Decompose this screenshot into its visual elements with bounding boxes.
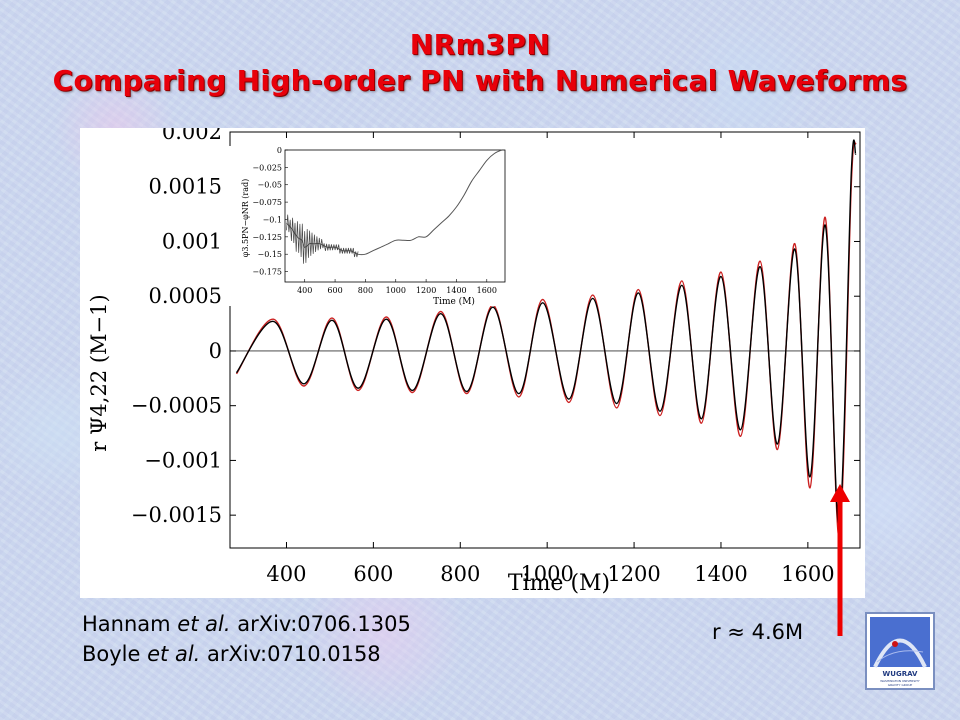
inset-y-axis-label: φ3.5PN−φNR (rad) — [241, 179, 250, 258]
inset-x-tick-label: 800 — [358, 286, 373, 295]
inset-background — [228, 146, 508, 306]
citation-ref: arXiv:0710.0158 — [207, 642, 381, 666]
y-tick-label: 0 — [209, 339, 222, 363]
inset-y-tick-label: −0.025 — [252, 163, 282, 172]
inset-plot: 0 −0.025 −0.05 −0.075 −0.1 −0.125 −0.15 −0.175 4… — [228, 146, 508, 306]
inset-x-tick-label: 600 — [327, 286, 342, 295]
y-tick-label: −0.0005 — [131, 394, 222, 418]
y-tick-label: 0.0005 — [149, 284, 222, 308]
inset-y-tick-label: −0.075 — [252, 198, 282, 207]
slide-title: NRm3PN — [409, 28, 551, 61]
main-x-axis-label: Time (M) — [508, 571, 610, 596]
numerical-waveform-line — [235, 139, 857, 527]
main-plot: −0.0015 −0.001 −0.0005 0 0.0005 0.001 0.0015 0.… — [131, 128, 861, 586]
x-tick-label: 1600 — [781, 562, 834, 586]
phase-difference-line — [286, 149, 503, 256]
wugrav-logo: WUGRAV WASHINGTON UNIVERSITY GRAVITY GRO… — [865, 612, 935, 690]
inset-y-tick-label: −0.05 — [257, 181, 282, 190]
citation-author: Hannam — [82, 612, 171, 636]
svg-text:GRAVITY GROUP: GRAVITY GROUP — [888, 683, 913, 687]
inset-y-tick-label: 0 — [277, 146, 282, 155]
inset-x-tick-label: 1000 — [386, 286, 406, 295]
slide-subtitle: Comparing High-order PN with Numerical W… — [52, 64, 908, 97]
inset-y-tick-label: −0.175 — [252, 268, 282, 277]
x-tick-label: 800 — [440, 562, 480, 586]
inset-x-tick-label: 1600 — [477, 286, 497, 295]
inset-x-axis-label: Time (M) — [433, 296, 475, 307]
citation-etal: et al. — [177, 612, 231, 636]
phase-noise-segment — [286, 214, 359, 264]
citation-hannam: Hannam et al. arXiv:0706.1305 — [82, 612, 411, 636]
inset-x-tick-label: 400 — [297, 286, 312, 295]
citation-boyle: Boyle et al. arXiv:0710.0158 — [82, 642, 381, 666]
waveform-chart: −0.0015 −0.001 −0.0005 0 0.0005 0.001 0.0015 0.… — [80, 128, 865, 598]
x-tick-label: 1000 — [520, 562, 573, 586]
inset-y-tick-label: −0.1 — [263, 215, 282, 224]
x-tick-label: 1200 — [607, 562, 660, 586]
inset-frame — [284, 149, 506, 283]
y-tick-label: 0.001 — [162, 229, 222, 253]
main-plot-frame — [229, 131, 861, 549]
x-tick-label: 600 — [353, 562, 393, 586]
inset-x-tick-label: 1200 — [416, 286, 436, 295]
inset-x-tick-label: 1400 — [446, 286, 466, 295]
citation-ref: arXiv:0706.1305 — [237, 612, 411, 636]
y-tick-label: −0.001 — [144, 448, 222, 472]
x-tick-label: 1400 — [694, 562, 747, 586]
y-tick-label: 0.002 — [162, 128, 222, 144]
svg-text:WASHINGTON UNIVERSITY: WASHINGTON UNIVERSITY — [880, 679, 920, 683]
main-y-axis-label: r Ψ4,22 (M−1) — [87, 294, 111, 451]
x-tick-label: 400 — [266, 562, 306, 586]
y-tick-label: 0.0015 — [149, 175, 222, 199]
citation-etal: et al. — [147, 642, 201, 666]
inset-y-tick-label: −0.15 — [257, 250, 282, 259]
svg-text:WUGRAV: WUGRAV — [883, 670, 918, 678]
inset-y-tick-label: −0.125 — [252, 233, 282, 242]
y-tick-label: −0.0015 — [131, 503, 222, 527]
radius-annotation: r ≈ 4.6M — [712, 620, 804, 644]
citation-author: Boyle — [82, 642, 141, 666]
